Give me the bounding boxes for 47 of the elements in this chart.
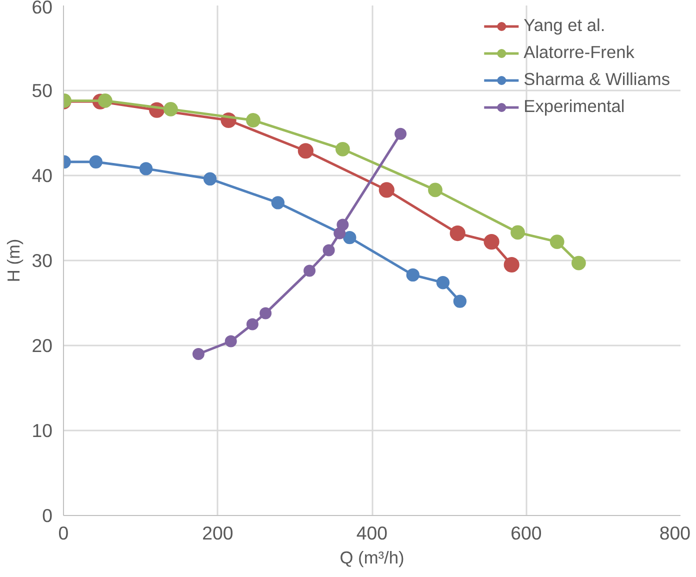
point	[304, 264, 316, 277]
y-tick-label: 40	[32, 165, 53, 186]
point	[224, 335, 237, 348]
point	[450, 226, 466, 242]
point	[322, 244, 335, 256]
point	[260, 307, 272, 320]
point	[510, 225, 525, 240]
y-tick-label: 10	[32, 420, 53, 441]
y-axis-title: H (m)	[4, 238, 24, 282]
point	[504, 256, 520, 273]
point	[335, 142, 350, 156]
point	[550, 234, 564, 249]
point	[378, 182, 394, 198]
point	[271, 196, 285, 210]
point	[336, 218, 349, 231]
legend-label: Sharma & Williams	[524, 69, 670, 90]
x-tick-label: 400	[356, 522, 388, 544]
point	[406, 268, 420, 282]
x-tick-label: 0	[58, 522, 69, 544]
legend-label: Alatorre-Frenk	[524, 42, 634, 63]
point	[246, 113, 260, 128]
point	[571, 256, 586, 270]
point	[246, 318, 258, 330]
x-tick-label: 800	[659, 522, 691, 544]
point	[192, 348, 204, 360]
point	[428, 182, 442, 198]
point	[203, 172, 217, 186]
point	[164, 102, 178, 116]
x-tick-label: 600	[510, 522, 542, 544]
x-tick-label: 200	[202, 522, 234, 544]
y-tick-label: 50	[32, 80, 53, 101]
y-tick-label: 0	[42, 505, 53, 526]
y-tick-label: 60	[32, 0, 53, 18]
point	[484, 234, 500, 250]
point	[436, 276, 450, 290]
point	[139, 162, 153, 176]
point	[394, 128, 407, 140]
point	[298, 143, 314, 159]
x-axis-title: Q (m³/h)	[340, 548, 404, 568]
y-tick-label: 20	[32, 335, 53, 356]
point	[98, 94, 112, 108]
point	[89, 155, 102, 168]
point	[343, 230, 356, 244]
legend-label: Yang et al.	[524, 15, 606, 36]
point	[453, 294, 467, 308]
y-tick-label: 30	[32, 250, 53, 271]
legend-label: Experimental	[524, 96, 625, 117]
